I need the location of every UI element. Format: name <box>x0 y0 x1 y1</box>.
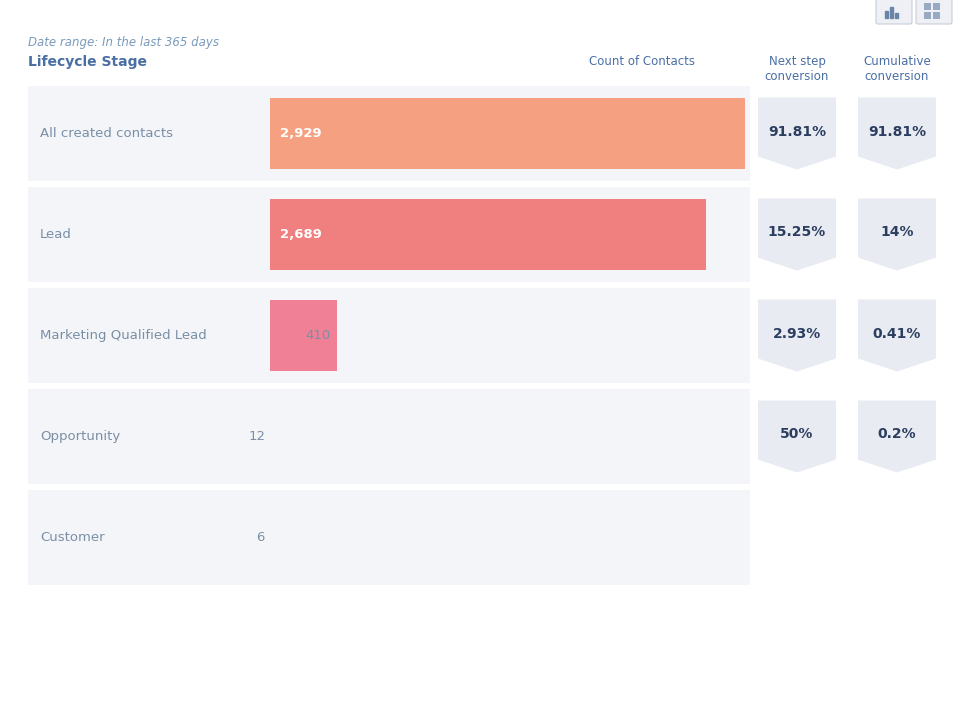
Polygon shape <box>858 97 936 170</box>
Text: All created contacts: All created contacts <box>40 127 173 140</box>
Text: 0.2%: 0.2% <box>878 427 917 442</box>
Polygon shape <box>758 198 836 271</box>
Text: 15.25%: 15.25% <box>768 226 826 239</box>
FancyBboxPatch shape <box>28 187 750 282</box>
Bar <box>933 3 940 10</box>
Text: 91.81%: 91.81% <box>768 125 826 138</box>
Text: 2,689: 2,689 <box>280 228 321 241</box>
Bar <box>270 199 706 270</box>
Text: 91.81%: 91.81% <box>868 125 926 138</box>
Text: Count of Contacts: Count of Contacts <box>589 55 695 68</box>
Text: Customer: Customer <box>40 531 104 544</box>
Text: Opportunity: Opportunity <box>40 430 120 443</box>
Bar <box>924 3 931 10</box>
Bar <box>890 7 893 18</box>
Bar <box>933 12 940 19</box>
Text: Date range: In the last 365 days: Date range: In the last 365 days <box>28 36 219 49</box>
Text: Marketing Qualified Lead: Marketing Qualified Lead <box>40 329 206 342</box>
Text: Next step
conversion: Next step conversion <box>765 55 829 83</box>
Text: Lifecycle Stage: Lifecycle Stage <box>28 55 147 69</box>
Bar <box>924 12 931 19</box>
Bar <box>270 98 745 169</box>
Polygon shape <box>758 400 836 473</box>
Text: 0.41%: 0.41% <box>873 326 921 341</box>
FancyBboxPatch shape <box>916 0 952 24</box>
FancyBboxPatch shape <box>28 490 750 585</box>
FancyBboxPatch shape <box>28 86 750 181</box>
Polygon shape <box>758 299 836 372</box>
Text: 50%: 50% <box>780 427 813 442</box>
Polygon shape <box>758 97 836 170</box>
Polygon shape <box>858 299 936 372</box>
FancyBboxPatch shape <box>876 0 912 24</box>
Text: Lead: Lead <box>40 228 72 241</box>
Text: 6: 6 <box>256 531 265 544</box>
Bar <box>885 11 888 18</box>
Text: 12: 12 <box>249 430 266 443</box>
Text: 2.93%: 2.93% <box>773 326 821 341</box>
Text: 2,929: 2,929 <box>280 127 321 140</box>
Text: 410: 410 <box>305 329 330 342</box>
FancyBboxPatch shape <box>28 389 750 484</box>
Bar <box>270 300 336 371</box>
Text: 14%: 14% <box>880 226 914 239</box>
Polygon shape <box>858 400 936 473</box>
Polygon shape <box>858 198 936 271</box>
Text: Cumulative
conversion: Cumulative conversion <box>863 55 931 83</box>
FancyBboxPatch shape <box>28 288 750 383</box>
Bar <box>895 13 898 18</box>
